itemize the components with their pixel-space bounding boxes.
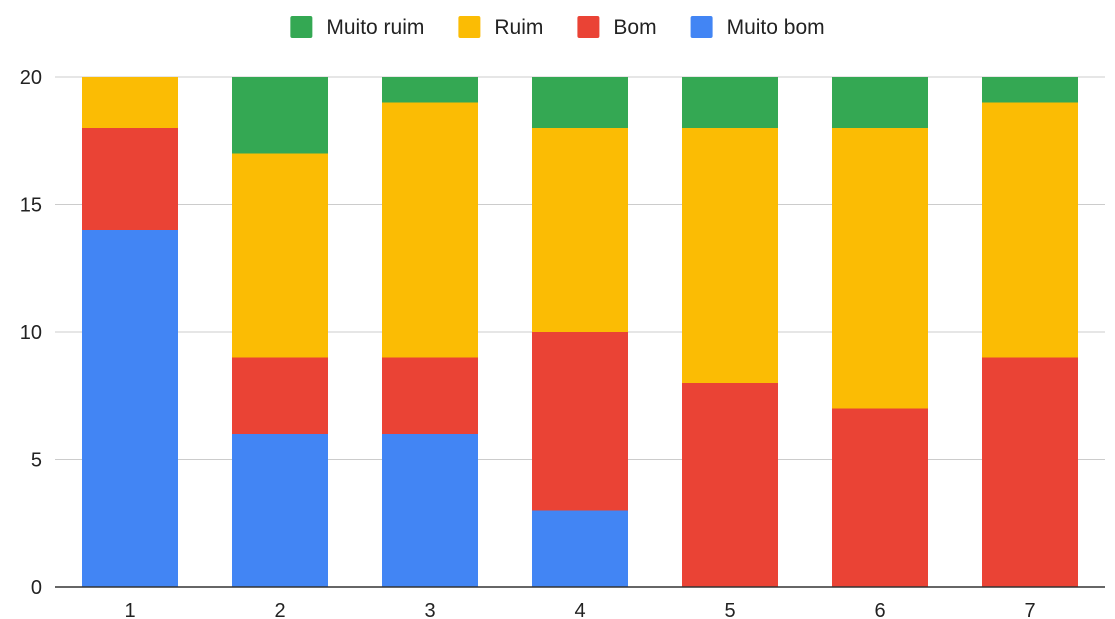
bar-group-3 bbox=[382, 77, 478, 587]
bar-bom-4 bbox=[532, 332, 628, 511]
bar-ruim-4 bbox=[532, 128, 628, 332]
bar-muito-bom-4 bbox=[532, 510, 628, 587]
legend-item-bom: Bom bbox=[577, 16, 657, 39]
bar-bom-2 bbox=[232, 357, 328, 434]
x-tick-label-3: 3 bbox=[424, 600, 435, 619]
y-tick-label-5: 5 bbox=[31, 450, 42, 472]
bar-muito-bom-2 bbox=[232, 434, 328, 587]
legend-swatch-bom bbox=[577, 16, 600, 38]
y-tick-label-0: 0 bbox=[31, 577, 42, 599]
bar-bom-6 bbox=[832, 408, 928, 587]
bar-group-6 bbox=[832, 77, 928, 587]
legend-item-ruim: Ruim bbox=[458, 16, 543, 39]
x-tick-label-6: 6 bbox=[874, 600, 885, 619]
bar-muito-bom-1 bbox=[82, 230, 178, 587]
bar-muito-ruim-6 bbox=[832, 77, 928, 128]
x-tick-label-4: 4 bbox=[574, 600, 585, 619]
bars bbox=[82, 77, 1078, 587]
legend-swatch-ruim bbox=[458, 16, 481, 38]
bar-group-5 bbox=[682, 77, 778, 587]
legend: Muito ruim Ruim Bom Muito bom bbox=[290, 16, 825, 39]
bar-ruim-2 bbox=[232, 153, 328, 358]
x-tick-label-2: 2 bbox=[274, 600, 285, 619]
bar-muito-ruim-7 bbox=[982, 77, 1078, 103]
legend-label-muito-ruim: Muito ruim bbox=[326, 16, 424, 39]
bar-group-7 bbox=[982, 77, 1078, 587]
bar-bom-1 bbox=[82, 128, 178, 230]
bar-group-1 bbox=[82, 77, 178, 587]
y-tick-label-15: 15 bbox=[20, 195, 42, 217]
bar-muito-ruim-3 bbox=[382, 77, 478, 103]
bar-muito-ruim-4 bbox=[532, 77, 628, 128]
bar-group-4 bbox=[532, 77, 628, 587]
legend-swatch-muito-bom bbox=[690, 16, 713, 38]
bar-bom-7 bbox=[982, 357, 1078, 587]
bar-ruim-1 bbox=[82, 77, 178, 128]
legend-swatch-muito-ruim bbox=[290, 16, 313, 38]
bar-ruim-7 bbox=[982, 102, 1078, 358]
bar-bom-3 bbox=[382, 357, 478, 434]
bar-ruim-5 bbox=[682, 128, 778, 383]
y-tick-label-10: 10 bbox=[20, 322, 42, 344]
legend-label-ruim: Ruim bbox=[494, 16, 543, 39]
y-tick-label-20: 20 bbox=[20, 67, 42, 89]
legend-label-muito-bom: Muito bom bbox=[727, 16, 825, 39]
bar-ruim-3 bbox=[382, 102, 478, 358]
legend-label-bom: Bom bbox=[613, 16, 656, 39]
bar-bom-5 bbox=[682, 383, 778, 587]
axes: 0 5 10 15 20 1 2 3 4 5 6 7 bbox=[20, 67, 1105, 619]
x-tick-label-5: 5 bbox=[724, 600, 735, 619]
bar-muito-ruim-2 bbox=[232, 77, 328, 154]
bar-group-2 bbox=[232, 77, 328, 587]
bar-muito-bom-3 bbox=[382, 434, 478, 587]
x-tick-label-1: 1 bbox=[124, 600, 135, 619]
bar-muito-ruim-5 bbox=[682, 77, 778, 128]
x-tick-label-7: 7 bbox=[1024, 600, 1035, 619]
legend-item-muito-bom: Muito bom bbox=[690, 16, 825, 39]
legend-item-muito-ruim: Muito ruim bbox=[290, 16, 424, 39]
bar-ruim-6 bbox=[832, 128, 928, 409]
